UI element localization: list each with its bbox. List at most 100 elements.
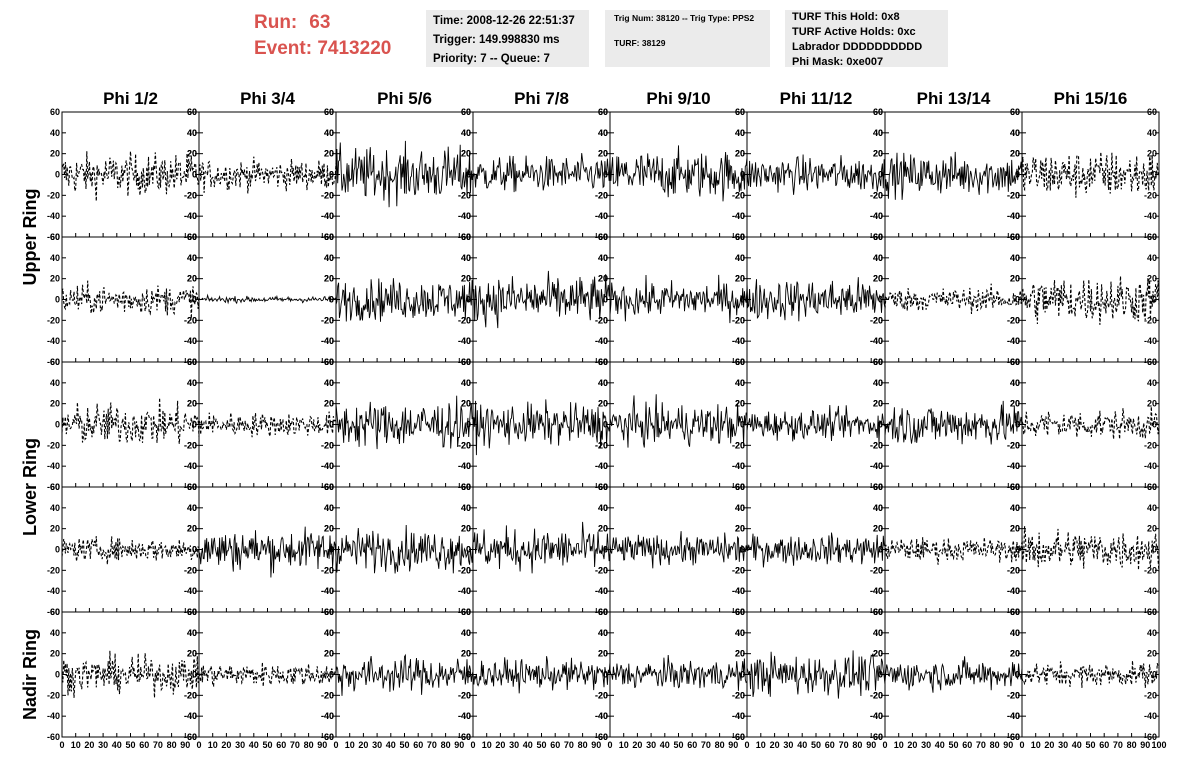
y-tick-label: -20 — [458, 315, 471, 325]
waveform-trace — [198, 662, 337, 688]
y-tick-label: 40 — [187, 378, 197, 388]
y-tick-label: 60 — [598, 482, 608, 492]
y-tick-label: 20 — [873, 399, 883, 409]
y-tick-label: 40 — [1147, 378, 1157, 388]
waveform-trace — [884, 283, 1023, 315]
y-tick-label: 20 — [324, 399, 334, 409]
y-tick-label: 60 — [873, 357, 883, 367]
y-tick-label: 60 — [461, 607, 471, 617]
y-tick-label: -40 — [47, 586, 60, 596]
x-tick-label: 70 — [976, 740, 986, 750]
y-tick-label: 0 — [878, 545, 883, 555]
y-tick-label: -20 — [595, 315, 608, 325]
panel-frame — [61, 111, 200, 238]
y-tick-label: 20 — [873, 649, 883, 659]
y-tick-label: 0 — [466, 295, 471, 305]
y-tick-label: 20 — [1010, 399, 1020, 409]
y-tick-label: 20 — [187, 524, 197, 534]
trigger-info-box: Trig Num: 38120 -- Trig Type: PPS2 TURF:… — [605, 10, 770, 67]
y-tick-label: 20 — [324, 649, 334, 659]
y-tick-label: 60 — [873, 107, 883, 117]
y-tick-label: -20 — [732, 440, 745, 450]
y-tick-label: 40 — [461, 128, 471, 138]
x-tick-label: 90 — [317, 740, 327, 750]
x-tick-label: 60 — [550, 740, 560, 750]
y-tick-label: 20 — [598, 399, 608, 409]
panel-frame — [61, 486, 200, 613]
y-tick-label: 20 — [1147, 274, 1157, 284]
row-header: Lower Ring — [20, 438, 40, 536]
y-tick-label: 20 — [735, 274, 745, 284]
turf-active-text: TURF Active Holds: 0xc — [792, 26, 916, 38]
x-tick-label: 100 — [1151, 740, 1166, 750]
y-tick-label: 20 — [324, 524, 334, 534]
y-tick-label: 20 — [735, 399, 745, 409]
y-tick-label: 60 — [735, 482, 745, 492]
x-tick-label: 20 — [495, 740, 505, 750]
y-tick-label: 20 — [873, 524, 883, 534]
y-tick-label: 20 — [461, 274, 471, 284]
y-tick-label: -20 — [184, 190, 197, 200]
y-tick-label: 60 — [50, 357, 60, 367]
y-tick-label: 40 — [324, 128, 334, 138]
y-tick-label: -20 — [458, 565, 471, 575]
y-tick-label: 0 — [192, 670, 197, 680]
y-tick-label: 20 — [187, 149, 197, 159]
x-tick-label: 30 — [646, 740, 656, 750]
y-tick-label: 60 — [598, 107, 608, 117]
y-tick-label: -20 — [595, 690, 608, 700]
y-tick-label: 20 — [598, 649, 608, 659]
y-tick-label: -20 — [595, 190, 608, 200]
y-tick-label: 20 — [1010, 399, 1020, 409]
y-tick-label: 60 — [1010, 607, 1020, 617]
y-tick-label: 0 — [192, 170, 197, 180]
y-tick-label: -20 — [184, 565, 197, 575]
y-tick-label: 40 — [50, 253, 60, 263]
x-tick-label: 70 — [1113, 740, 1123, 750]
y-tick-label: -20 — [595, 690, 608, 700]
waveform-trace — [609, 274, 748, 324]
y-tick-label: 40 — [324, 503, 334, 513]
y-tick-label: 0 — [603, 295, 608, 305]
y-tick-label: -20 — [184, 190, 197, 200]
y-tick-label: 40 — [461, 628, 471, 638]
y-tick-label: -20 — [732, 565, 745, 575]
y-tick-label: -40 — [458, 336, 471, 346]
y-tick-label: -40 — [321, 211, 334, 221]
y-tick-label: 0 — [1015, 170, 1020, 180]
y-tick-label: 40 — [1147, 503, 1157, 513]
y-tick-label: -20 — [732, 690, 745, 700]
x-tick-label: 80 — [304, 740, 314, 750]
y-tick-label: 20 — [1147, 649, 1157, 659]
waveform-trace — [335, 395, 474, 450]
y-tick-label: 60 — [1010, 357, 1020, 367]
y-tick-label: 40 — [598, 503, 608, 513]
y-tick-label: -40 — [1007, 461, 1020, 471]
y-tick-label: 20 — [598, 149, 608, 159]
y-tick-label: 40 — [187, 128, 197, 138]
y-tick-label: -20 — [870, 690, 883, 700]
y-tick-label: 20 — [598, 524, 608, 534]
y-tick-label: 60 — [461, 232, 471, 242]
x-tick-label: 50 — [673, 740, 683, 750]
y-tick-label: -60 — [1007, 732, 1020, 742]
x-tick-label: 50 — [948, 740, 958, 750]
waveform-trace — [1021, 406, 1160, 440]
y-tick-label: -60 — [732, 732, 745, 742]
x-tick-label: 10 — [894, 740, 904, 750]
y-tick-label: 40 — [461, 503, 471, 513]
y-tick-label: 60 — [598, 357, 608, 367]
x-tick-label: 70 — [290, 740, 300, 750]
y-tick-label: -40 — [1007, 586, 1020, 596]
x-tick-label: 70 — [701, 740, 711, 750]
y-tick-label: 40 — [735, 128, 745, 138]
x-tick-label: 10 — [1031, 740, 1041, 750]
x-tick-label: 90 — [728, 740, 738, 750]
y-tick-label: -20 — [870, 565, 883, 575]
y-tick-label: 40 — [873, 378, 883, 388]
y-tick-label: -20 — [732, 315, 745, 325]
y-tick-label: -40 — [732, 586, 745, 596]
x-tick-label: 90 — [866, 740, 876, 750]
y-tick-label: 60 — [461, 357, 471, 367]
